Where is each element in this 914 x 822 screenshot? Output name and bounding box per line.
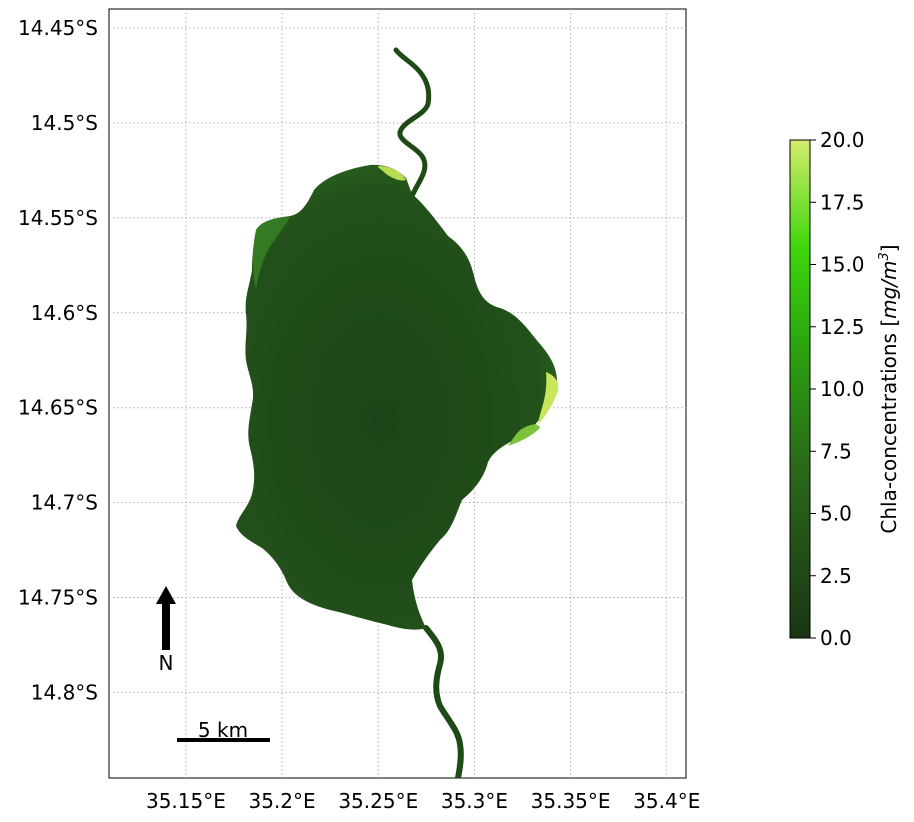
lat-tick-label: 14.5°S xyxy=(31,111,98,135)
colorbar-tick-label: 7.5 xyxy=(820,439,852,463)
shore-bloom-east xyxy=(538,372,559,424)
lon-tick-label: 35.3°E xyxy=(441,789,508,813)
lon-tick-label: 35.2°E xyxy=(249,789,316,813)
colorbar-tick-label: 12.5 xyxy=(820,315,865,339)
colorbar-tick-label: 10.0 xyxy=(820,377,865,401)
north-arrow-label: N xyxy=(159,651,174,675)
colorbar-tick-label: 17.5 xyxy=(820,190,865,214)
north-arrow: N xyxy=(156,586,176,675)
lat-tick-label: 14.55°S xyxy=(18,206,98,230)
river-south xyxy=(423,625,464,778)
latitude-labels: 14.45°S 14.5°S 14.55°S 14.6°S 14.65°S 14.7°S 1… xyxy=(18,16,98,705)
river-north xyxy=(393,47,432,207)
colorbar: 0.0 2.5 5.0 7.5 10.0 12.5 15.0 17.5 20.0 Chla-co… xyxy=(789,128,901,650)
lat-tick-label: 14.65°S xyxy=(18,396,98,420)
lon-tick-label: 35.4°E xyxy=(633,789,700,813)
colorbar-tick-label: 20.0 xyxy=(820,128,865,152)
lon-tick-label: 35.35°E xyxy=(531,789,611,813)
lat-tick-label: 14.45°S xyxy=(18,16,98,40)
colorbar-label: Chla-concentrations [mg/m3] xyxy=(877,244,901,533)
lat-tick-label: 14.6°S xyxy=(31,301,98,325)
lat-tick-label: 14.7°S xyxy=(31,491,98,515)
colorbar-ticks: 0.0 2.5 5.0 7.5 10.0 12.5 15.0 17.5 20.0 xyxy=(810,128,865,650)
colorbar-tick-label: 0.0 xyxy=(820,626,852,650)
colorbar-tick-label: 15.0 xyxy=(820,253,865,277)
colorbar-tick-label: 2.5 xyxy=(820,564,852,588)
lon-tick-label: 35.15°E xyxy=(146,789,226,813)
lake-body xyxy=(236,164,558,630)
west-shore-band xyxy=(253,216,290,290)
lat-tick-label: 14.8°S xyxy=(31,681,98,705)
lat-tick-label: 14.75°S xyxy=(18,586,98,610)
scale-bar: 5 km xyxy=(177,718,270,742)
lon-tick-label: 35.25°E xyxy=(338,789,418,813)
scale-bar-label: 5 km xyxy=(198,718,248,742)
shore-bloom-north xyxy=(378,166,406,181)
colorbar-gradient xyxy=(789,139,811,639)
longitude-labels: 35.15°E 35.2°E 35.25°E 35.3°E 35.35°E 35.4°E xyxy=(146,789,700,813)
shore-bloom-southeast xyxy=(508,424,540,446)
colorbar-tick-label: 5.0 xyxy=(820,502,852,526)
lake-malombe xyxy=(236,47,559,778)
